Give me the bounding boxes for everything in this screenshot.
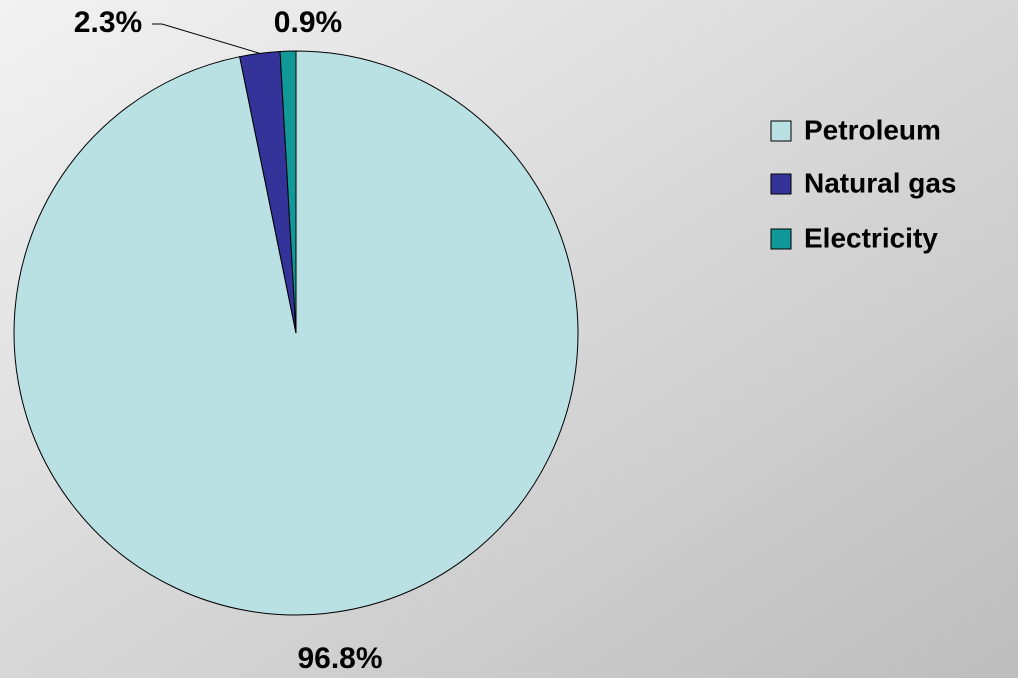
- legend-swatch: [770, 228, 792, 250]
- pie-slice: [279, 50, 297, 334]
- legend-swatch: [770, 120, 792, 142]
- data-label: 96.8%: [297, 642, 382, 675]
- data-label: 0.9%: [274, 6, 342, 39]
- legend-swatch: [770, 173, 792, 195]
- leader-line: [152, 23, 260, 54]
- data-label: 2.3%: [74, 6, 142, 39]
- legend-label: Electricity: [804, 222, 938, 253]
- legend-label: Petroleum: [804, 114, 941, 145]
- legend-label: Natural gas: [804, 167, 957, 198]
